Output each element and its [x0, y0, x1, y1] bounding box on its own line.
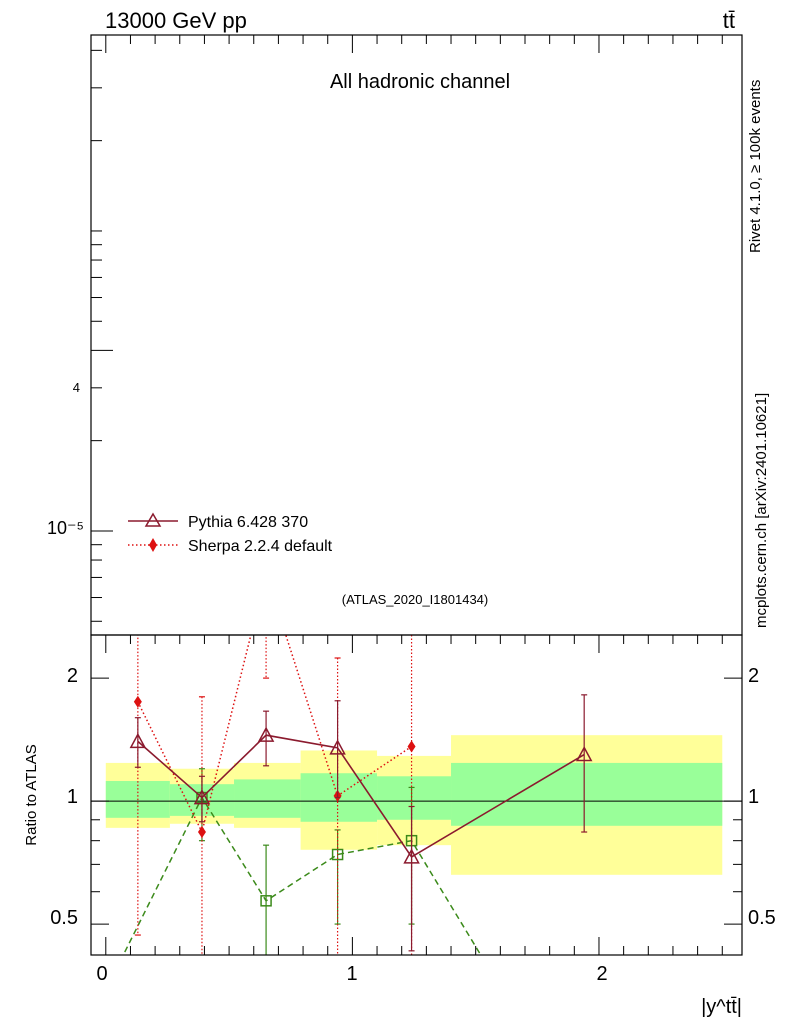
source-label: mcplots.cern.ch [arXiv:2401.10621] [753, 393, 770, 628]
series-line-1 [137, 635, 412, 835]
data-point-0-4 [403, 848, 420, 864]
data-point-2-2 [260, 895, 272, 907]
legend-label-sherpa: Sherpa 2.2.4 default [188, 538, 333, 555]
inner-band-bin-2 [234, 779, 301, 818]
series-pythia [129, 694, 593, 952]
data-point-0-1 [193, 788, 211, 805]
ratio-panel: 2 1 0.5 2 1 0.5 0 1 2 Ratio to ATLAS |y^… [23, 35, 776, 1018]
energy-label: 13000 GeV pp [105, 8, 247, 33]
data-point-0-0 [129, 732, 147, 749]
series-line-2 [122, 796, 482, 955]
legend-entry-pythia: Pythia 6.428 370 [128, 512, 308, 531]
ratio-y-tick-label-2-left: 2 [67, 665, 78, 687]
main-y-tick-label-4: 4 [73, 380, 80, 395]
inner-band-bin-4 [377, 776, 452, 820]
main-y-tick-label-1e-5: 10⁻⁵ [47, 518, 84, 538]
legend-marker-pythia [144, 512, 162, 527]
data-point-1-0 [133, 695, 142, 708]
rivet-label: Rivet 4.1.0, ≥ 100k events [747, 80, 764, 253]
legend-entry-sherpa: Sherpa 2.2.4 default [128, 538, 333, 555]
ratio-y-tick-label-1-right: 1 [748, 786, 759, 808]
data-point-0-2 [257, 726, 275, 742]
series-sherpa [133, 635, 416, 955]
ratio-y-axis-label: Ratio to ATLAS [23, 744, 40, 845]
data-point-1-1 [197, 826, 206, 839]
main-y-axis-ticks [91, 49, 113, 622]
ratio-y-tick-label-05-right: 0.5 [748, 907, 776, 929]
analysis-label: (ATLAS_2020_I1801434) [342, 592, 488, 607]
data-point-1-4 [407, 740, 416, 753]
x-axis-label: |y^tt̄| [701, 996, 742, 1018]
ratio-frame [90, 634, 743, 956]
x-tick-label-0: 0 [96, 963, 107, 985]
legend-label-pythia: Pythia 6.428 370 [188, 514, 308, 531]
inner-band-bin-5 [451, 762, 723, 826]
ratio-axis-ticks [91, 35, 742, 955]
data-point-2-3 [331, 848, 344, 861]
process-label: tt̄ [723, 8, 735, 33]
ratio-y-tick-label-05-left: 0.5 [50, 907, 78, 929]
ratio-y-tick-label-1-left: 1 [67, 786, 78, 808]
main-title: All hadronic channel [330, 71, 510, 93]
x-tick-label-2: 2 [596, 963, 607, 985]
main-panel: All hadronic channel (ATLAS_2020_I180143… [47, 34, 743, 636]
legend-marker-sherpa [149, 538, 157, 552]
x-tick-label-1: 1 [346, 963, 357, 985]
legend: Pythia 6.428 370 Sherpa 2.2.4 default [128, 512, 333, 555]
data-point-0-3 [329, 739, 346, 755]
data-point-0-5 [575, 745, 593, 762]
series-line-0 [137, 734, 585, 858]
ratio-y-tick-label-2-right: 2 [748, 665, 759, 687]
